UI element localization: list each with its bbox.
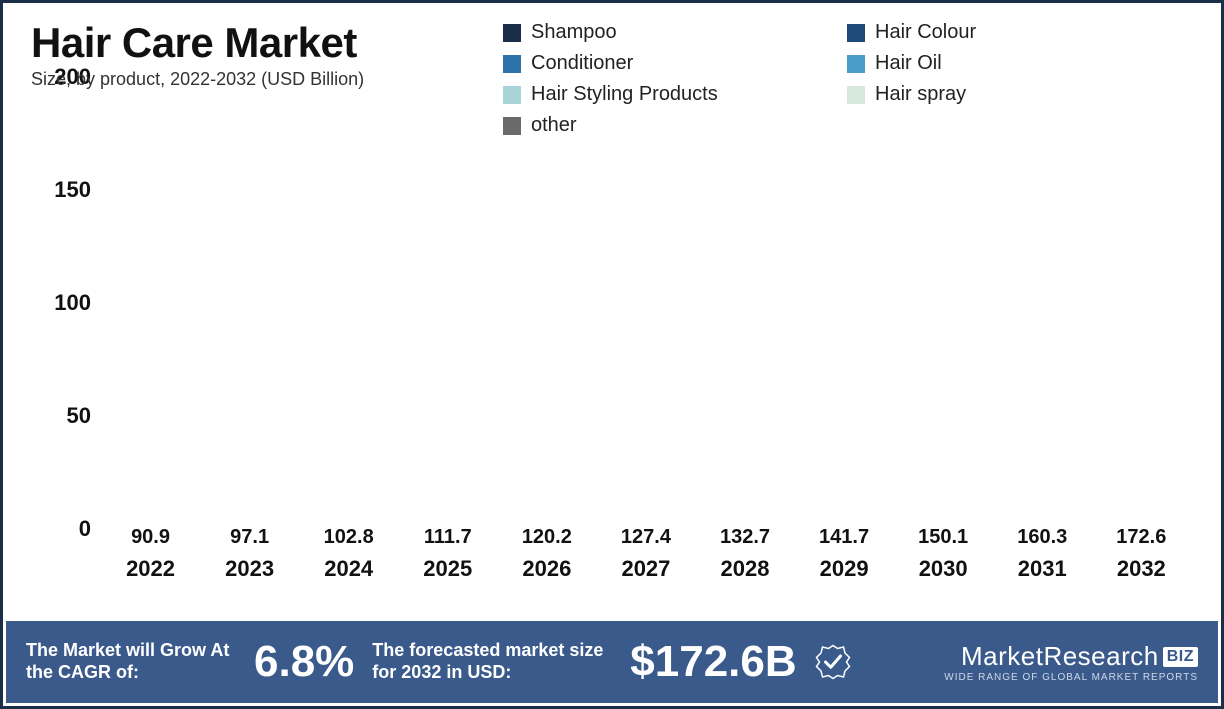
bar-total-label: 111.7: [424, 526, 472, 549]
legend-swatch: [503, 55, 521, 73]
bar-total-label: 150.1: [918, 526, 968, 549]
legend-label: Hair Oil: [875, 52, 942, 75]
legend-swatch: [503, 86, 521, 104]
chart-area: 050100150200 90.997.1102.8111.7120.2127.…: [31, 103, 1201, 583]
cagr-label: The Market will Grow At the CAGR of:: [26, 640, 236, 683]
x-tick-label: 2025: [401, 556, 494, 582]
bar-total-label: 132.7: [720, 526, 770, 549]
legend-label: Shampoo: [531, 21, 617, 44]
bar-total-label: 172.6: [1116, 526, 1166, 549]
bar-total-label: 127.4: [621, 526, 671, 549]
legend-label: Hair spray: [875, 83, 966, 106]
y-axis: 050100150200: [31, 103, 91, 555]
legend-item: Hair spray: [847, 83, 1191, 106]
x-axis: 2022202320242025 202620272028202920302031…: [101, 555, 1191, 583]
brand-suffix: BIZ: [1163, 647, 1198, 667]
x-tick-label: 2029: [798, 556, 891, 582]
x-tick-label: 2032: [1095, 556, 1188, 582]
legend-item: Hair Oil: [847, 52, 1191, 75]
y-tick-label: 100: [31, 290, 91, 316]
legend-label: Hair Colour: [875, 21, 976, 44]
x-tick-label: 2028: [699, 556, 792, 582]
chart-title: Hair Care Market: [31, 19, 364, 67]
chart-panel: Hair Care Market Size, by product, 2022-…: [3, 3, 1221, 623]
legend-item: other: [503, 114, 847, 137]
legend: Shampoo Hair Colour Conditioner Hair Oil Hai…: [503, 21, 1191, 137]
legend-swatch: [503, 117, 521, 135]
title-block: Hair Care Market Size, by product, 2022-…: [31, 19, 364, 90]
legend-label: Conditioner: [531, 52, 633, 75]
x-tick-label: 2024: [302, 556, 395, 582]
cagr-value: 6.8%: [254, 637, 354, 687]
x-tick-label: 2026: [501, 556, 594, 582]
legend-swatch: [847, 55, 865, 73]
legend-swatch: [847, 86, 865, 104]
legend-label: other: [531, 114, 577, 137]
bar-total-label: 90.9: [131, 526, 170, 549]
forecast-label: The forecasted market size for 2032 in U…: [372, 640, 612, 683]
legend-swatch: [503, 24, 521, 42]
bar-total-label: 141.7: [819, 526, 869, 549]
x-tick-label: 2022: [104, 556, 197, 582]
plot-area: 90.9 97.1 102.8 111.7 120.2 127.4 132.7 141.7 15…: [101, 103, 1191, 555]
legend-item: Hair Styling Products: [503, 83, 847, 106]
brand-name: MarketResearch BIZ: [961, 641, 1198, 672]
x-tick-label: 2031: [996, 556, 1089, 582]
legend-swatch: [847, 24, 865, 42]
forecast-value: $172.6B: [630, 637, 796, 687]
y-tick-label: 150: [31, 177, 91, 203]
bar-total-label: 97.1: [230, 526, 269, 549]
bar-total-label: 160.3: [1017, 526, 1067, 549]
y-tick-label: 50: [31, 403, 91, 429]
legend-item: Conditioner: [503, 52, 847, 75]
brand-block: MarketResearch BIZ WIDE RANGE OF GLOBAL …: [944, 641, 1198, 683]
legend-label: Hair Styling Products: [531, 83, 718, 106]
legend-item: Shampoo: [503, 21, 847, 44]
x-tick-label: 2030: [897, 556, 990, 582]
brand-name-text: MarketResearch: [961, 641, 1159, 672]
footer-banner: The Market will Grow At the CAGR of: 6.8…: [6, 621, 1218, 703]
legend-item: Hair Colour: [847, 21, 1191, 44]
bar-total-label: 120.2: [522, 526, 572, 549]
y-tick-label: 0: [31, 516, 91, 542]
brand-tagline: WIDE RANGE OF GLOBAL MARKET REPORTS: [944, 672, 1198, 683]
checkmark-badge-icon: [815, 644, 851, 680]
x-tick-label: 2027: [600, 556, 693, 582]
chart-subtitle: Size, by product, 2022-2032 (USD Billion…: [31, 69, 364, 90]
bar-total-label: 102.8: [324, 526, 374, 549]
x-tick-label: 2023: [203, 556, 296, 582]
